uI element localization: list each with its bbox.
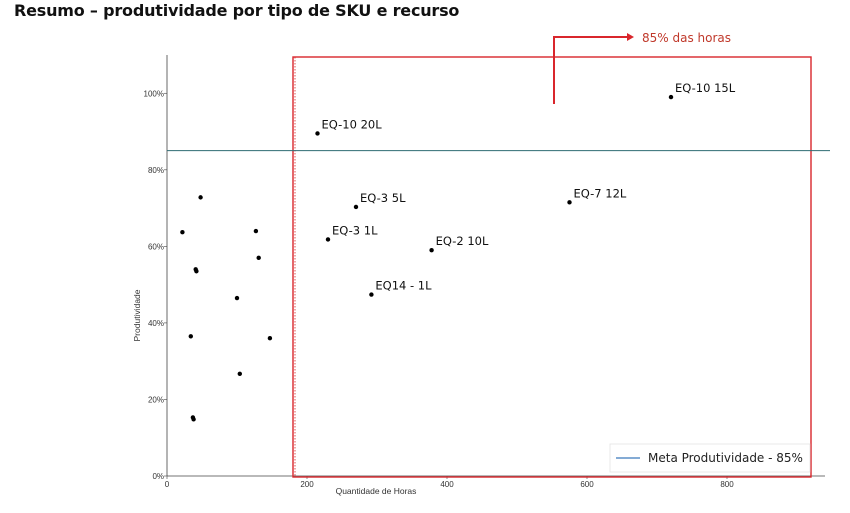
data-point [429, 247, 434, 253]
y-tick-label: 100% [144, 89, 164, 98]
page-title: Resumo – produtividade por tipo de SKU e… [14, 1, 460, 20]
chart-axes: 0% 20% 40% 60% 80% 100% 0 200 400 600 800 Quantidad… [132, 55, 825, 496]
point-label: EQ-3 5L [360, 191, 406, 205]
point-label: EQ-2 10L [436, 234, 489, 248]
data-point [353, 204, 359, 210]
data-point [237, 371, 242, 377]
y-tick-label: 20% [148, 395, 164, 404]
point-label: EQ-10 20L [322, 117, 383, 131]
y-tick-label: 40% [148, 319, 164, 328]
callout: 85% das horas [553, 31, 731, 104]
data-point [194, 269, 199, 274]
chart-legend: Meta Produtividade - 85% [609, 443, 811, 473]
y-tick-label: 0% [152, 472, 164, 481]
x-axis-title: Quantidade de Horas [336, 486, 417, 496]
data-point [191, 417, 196, 422]
data-point [325, 237, 331, 242]
chart-points [180, 94, 674, 422]
data-point [567, 200, 572, 205]
y-axis-title: Produtividade [132, 289, 142, 341]
callout-text: 85% das horas [642, 31, 731, 45]
point-label: EQ-7 12L [574, 186, 627, 200]
data-point [180, 230, 185, 235]
highlight-region [292, 56, 812, 478]
legend-label: Meta Produtividade - 85% [648, 451, 803, 465]
data-point [253, 228, 259, 234]
highlight-box [292, 56, 812, 478]
data-point [668, 94, 674, 100]
point-label: EQ14 - 1L [375, 279, 432, 293]
x-tick-label: 600 [580, 480, 594, 489]
point-label: EQ-3 1L [332, 223, 378, 237]
data-point [256, 255, 261, 261]
data-point [267, 336, 273, 341]
point-label: EQ-10 15L [675, 81, 736, 95]
legend-box [609, 443, 811, 473]
callout-arrow-line [553, 36, 628, 104]
data-point [369, 292, 374, 297]
data-point [188, 334, 193, 339]
point-labels: EQ-10 15L EQ-10 20L EQ-7 12L EQ-3 5L EQ-3 1L… [322, 81, 736, 292]
callout-arrowhead [627, 33, 634, 41]
y-tick-label: 80% [148, 166, 164, 175]
x-tick-label: 800 [720, 480, 734, 489]
y-tick-label: 60% [148, 242, 164, 251]
x-tick-label: 200 [300, 480, 314, 489]
data-point [198, 195, 203, 200]
x-tick-label: 400 [440, 480, 454, 489]
x-tick-label: 0 [165, 480, 170, 489]
data-point [315, 131, 320, 136]
data-point [234, 295, 240, 301]
